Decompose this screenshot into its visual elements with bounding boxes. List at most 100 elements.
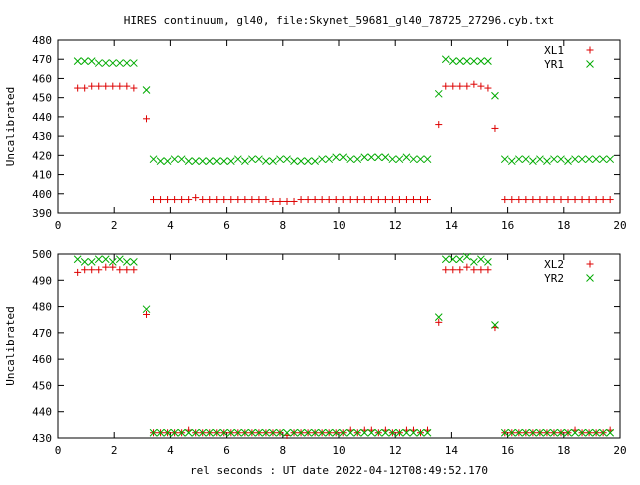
data-point	[606, 196, 614, 204]
x-tick-label: 20	[613, 444, 626, 457]
data-point	[416, 196, 424, 204]
data-point	[115, 59, 124, 67]
y-tick-label: 420	[32, 149, 52, 162]
data-point	[318, 428, 326, 437]
data-point	[374, 428, 383, 437]
data-point	[122, 258, 131, 266]
data-point	[353, 196, 361, 204]
data-point	[170, 155, 179, 164]
data-point	[116, 266, 124, 274]
data-point	[143, 115, 151, 123]
data-point	[456, 82, 464, 90]
data-point	[585, 428, 593, 437]
data-point	[484, 258, 492, 266]
data-point	[248, 428, 256, 437]
data-point	[318, 196, 326, 204]
data-point	[423, 428, 432, 437]
data-point	[381, 153, 390, 162]
data-point	[248, 196, 256, 204]
data-point	[578, 428, 586, 437]
data-point	[455, 57, 464, 65]
data-point	[435, 121, 443, 129]
data-point	[529, 428, 537, 437]
data-point	[463, 57, 471, 65]
data-point	[332, 428, 341, 437]
legend-marker	[586, 260, 594, 268]
data-point	[346, 196, 354, 204]
data-point	[599, 155, 607, 164]
data-point	[255, 155, 263, 164]
data-point	[325, 428, 334, 437]
chart-title: HIRES continuum, gl40, file:Skynet_59681…	[124, 14, 554, 27]
data-point	[177, 155, 186, 164]
data-point	[477, 266, 485, 274]
data-point	[543, 157, 551, 165]
y-tick-label: 480	[32, 34, 52, 47]
x-tick-label: 4	[167, 219, 174, 232]
data-point	[557, 155, 565, 164]
legend-label: YR1	[544, 58, 564, 71]
data-point	[592, 196, 600, 204]
data-point	[318, 155, 326, 164]
data-point	[87, 57, 96, 65]
data-point	[297, 196, 305, 204]
data-point	[88, 82, 96, 90]
data-point	[435, 318, 443, 326]
data-point	[434, 313, 443, 321]
data-point	[550, 428, 558, 437]
data-point	[130, 84, 138, 92]
y-tick-label: 440	[32, 111, 52, 124]
data-point	[529, 157, 537, 165]
data-point	[290, 428, 298, 437]
y-axis-label: Uncalibrated	[4, 87, 17, 166]
x-tick-label: 8	[279, 444, 286, 457]
data-point	[507, 157, 516, 165]
y-tick-label: 460	[32, 353, 52, 366]
data-point	[206, 196, 214, 204]
data-point	[311, 157, 319, 165]
data-point	[276, 155, 284, 164]
data-point	[108, 258, 117, 266]
data-point	[543, 428, 551, 437]
data-point	[212, 157, 221, 165]
data-point	[571, 196, 579, 204]
data-point	[360, 153, 369, 162]
data-point	[304, 428, 312, 437]
data-point	[557, 196, 565, 204]
data-point	[529, 196, 537, 204]
data-point	[304, 196, 312, 204]
series-XL1	[74, 80, 614, 205]
data-point	[339, 153, 348, 162]
data-point	[262, 157, 270, 165]
data-point	[423, 155, 432, 164]
data-point	[234, 196, 242, 204]
data-point	[255, 196, 263, 204]
data-point	[130, 266, 138, 274]
data-point	[95, 82, 103, 90]
data-point	[73, 255, 82, 264]
data-point	[227, 196, 235, 204]
data-point	[501, 196, 509, 204]
data-point	[470, 266, 478, 274]
data-point	[276, 197, 284, 205]
x-tick-label: 6	[223, 444, 230, 457]
data-point	[283, 197, 291, 205]
data-point	[143, 310, 151, 318]
data-point	[606, 428, 615, 437]
x-tick-label: 16	[501, 444, 514, 457]
data-point	[192, 194, 200, 202]
data-point	[311, 196, 319, 204]
data-point	[448, 57, 457, 65]
data-point	[374, 196, 382, 204]
data-point	[102, 263, 110, 271]
y-tick-label: 460	[32, 72, 52, 85]
x-tick-label: 2	[111, 444, 118, 457]
y-tick-label: 480	[32, 301, 52, 314]
data-point	[339, 428, 348, 437]
data-point	[448, 255, 457, 264]
y-tick-label: 470	[32, 327, 52, 340]
legend-label: YR2	[544, 272, 564, 285]
data-point	[470, 57, 478, 65]
data-point	[122, 59, 131, 67]
data-point	[536, 196, 544, 204]
